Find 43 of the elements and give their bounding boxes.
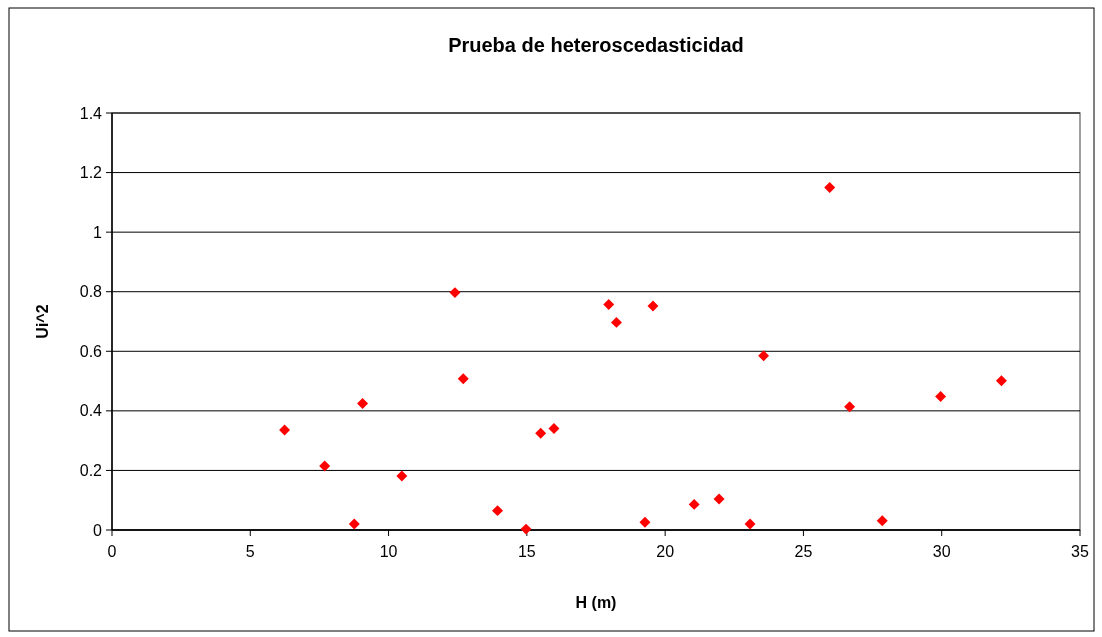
point <box>279 424 291 436</box>
point <box>844 401 856 413</box>
x-tick-label: 30 <box>932 543 951 560</box>
point <box>319 460 331 472</box>
point <box>758 350 770 362</box>
point <box>492 505 504 517</box>
point <box>744 518 756 530</box>
point <box>824 181 836 193</box>
point <box>935 391 947 403</box>
point <box>647 300 659 312</box>
y-axis-title: Ui^2 <box>34 304 51 339</box>
x-tick-label: 10 <box>379 543 398 560</box>
y-tick-label: 0.2 <box>79 462 103 480</box>
y-tick-label: 0.4 <box>79 402 103 420</box>
y-tick-label: 1.2 <box>79 164 103 182</box>
point <box>610 316 622 328</box>
point <box>396 470 408 482</box>
y-tick-label: 1 <box>93 223 103 241</box>
y-tick-label: 1.4 <box>79 104 103 122</box>
point <box>995 375 1007 387</box>
point <box>548 422 560 434</box>
x-tick-label: 20 <box>656 543 675 560</box>
x-tick-label: 15 <box>517 543 536 560</box>
x-tick-label: 35 <box>1071 543 1089 560</box>
x-tick-label: 5 <box>245 543 255 560</box>
point <box>357 397 369 409</box>
point <box>348 518 360 530</box>
point <box>688 498 700 510</box>
y-tick-label: 0.8 <box>79 283 103 301</box>
y-tick-label: 0.6 <box>79 342 103 360</box>
point <box>449 287 461 299</box>
point <box>876 515 888 527</box>
x-axis-title: H (m) <box>575 594 617 611</box>
point <box>639 516 651 528</box>
point <box>535 427 547 439</box>
point <box>520 523 532 535</box>
x-tick-label: 25 <box>794 543 813 560</box>
chart-title: Prueba de heteroscedasticidad <box>448 34 744 56</box>
point <box>603 299 615 310</box>
y-tick-label: 0 <box>93 521 103 539</box>
point <box>713 493 725 505</box>
point <box>457 373 469 385</box>
x-tick-label: 0 <box>107 543 117 560</box>
